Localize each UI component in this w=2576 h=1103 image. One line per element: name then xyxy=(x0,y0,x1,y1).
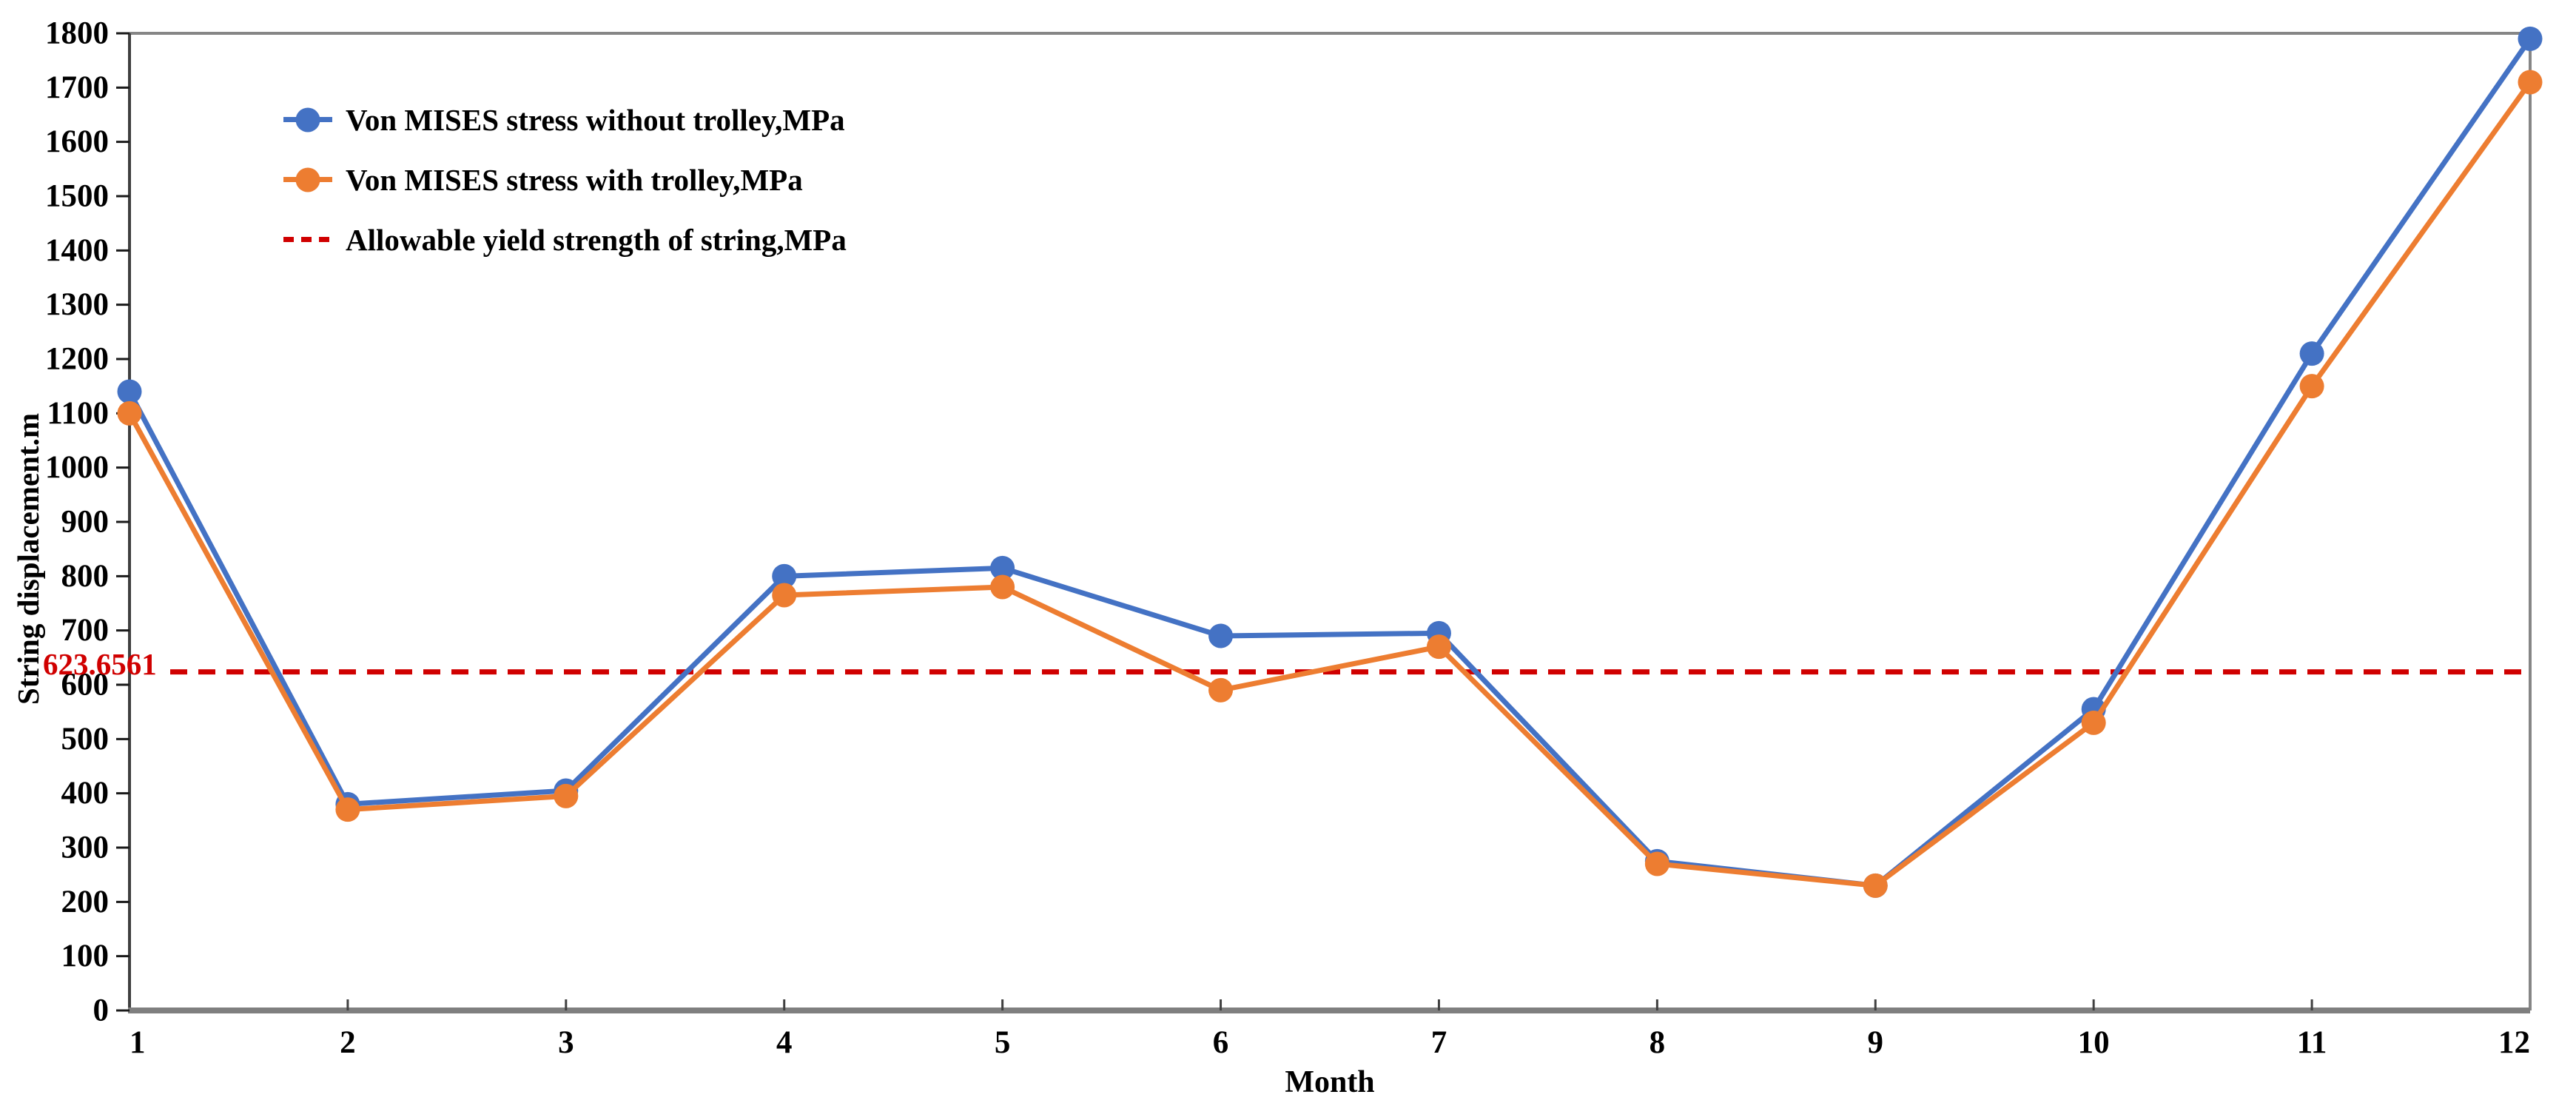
data-point-marker xyxy=(2081,710,2106,735)
data-point-marker xyxy=(2518,70,2543,95)
y-axis-tick-label: 1800 xyxy=(45,16,109,51)
x-axis-tick-label: 3 xyxy=(558,1025,574,1060)
threshold-value-label: 623.6561 xyxy=(43,647,157,681)
series-line-1 xyxy=(127,79,2533,888)
data-point-marker xyxy=(2299,341,2324,366)
y-axis-title: String displacement.m xyxy=(11,412,45,705)
y-axis-tick-label: 100 xyxy=(61,939,110,973)
data-point-marker xyxy=(117,379,142,404)
y-axis-tick-label: 300 xyxy=(61,831,110,865)
y-axis-tick-label: 500 xyxy=(61,722,110,757)
x-axis-tick-label: 2 xyxy=(340,1025,356,1060)
y-axis-tick-label: 0 xyxy=(93,993,110,1028)
y-axis-tick-label: 600 xyxy=(61,668,110,703)
y-axis-tick-label: 1100 xyxy=(47,396,109,431)
legend-item-without-trolley: Von MISES stress without trolley,MPa xyxy=(283,90,847,150)
data-point-marker xyxy=(117,400,142,426)
x-axis-tick-label: 7 xyxy=(1431,1025,1447,1060)
x-axis-tick-label: 10 xyxy=(2078,1025,2110,1060)
y-axis-tick-label: 1400 xyxy=(45,233,109,268)
y-axis-tick-label: 1500 xyxy=(45,179,109,214)
series-line-0 xyxy=(127,36,2533,888)
data-point-marker xyxy=(1644,851,1669,876)
y-axis-tick-label: 900 xyxy=(61,505,110,540)
x-axis-tick-label: 5 xyxy=(995,1025,1011,1060)
data-point-marker xyxy=(990,555,1015,580)
y-axis-tick-label: 1600 xyxy=(45,124,109,159)
x-axis-tick-label: 1 xyxy=(130,1025,146,1060)
x-axis-tick-label: 4 xyxy=(776,1025,793,1060)
y-axis-tick-label: 400 xyxy=(61,776,110,811)
x-axis-title: Month xyxy=(1285,1065,1375,1099)
data-point-marker xyxy=(1863,873,1888,898)
data-point-marker xyxy=(2299,374,2324,399)
y-axis-tick-label: 200 xyxy=(61,885,110,919)
y-axis-tick-label: 1700 xyxy=(45,70,109,105)
legend-item-with-trolley: Von MISES stress with trolley,MPa xyxy=(283,150,847,209)
data-point-marker xyxy=(1426,634,1451,660)
x-axis-tick-label: 6 xyxy=(1213,1025,1229,1060)
legend-label: Von MISES stress with trolley,MPa xyxy=(346,162,803,197)
data-point-marker xyxy=(335,797,360,822)
data-point-marker xyxy=(554,783,579,808)
x-axis-tick-label: 8 xyxy=(1649,1025,1666,1060)
line-marker-icon xyxy=(283,167,332,192)
line-marker-icon xyxy=(283,107,332,132)
y-axis-tick-label: 1000 xyxy=(45,450,109,485)
data-point-marker xyxy=(1208,677,1234,703)
x-axis-tick-label: 9 xyxy=(1868,1025,1884,1060)
data-point-marker xyxy=(1208,623,1234,648)
legend: Von MISES stress without trolley,MPa Von… xyxy=(283,90,847,269)
data-point-marker xyxy=(2518,26,2543,51)
x-axis-tick-label: 11 xyxy=(2297,1025,2327,1060)
circle-marker-icon xyxy=(295,167,320,192)
data-point-marker xyxy=(772,583,797,608)
x-axis-tick-label: 12 xyxy=(2498,1025,2530,1060)
y-axis-tick-label: 700 xyxy=(61,613,110,648)
dashed-line-marker-icon xyxy=(283,237,332,242)
data-point-marker xyxy=(772,563,797,589)
circle-marker-icon xyxy=(295,107,320,132)
y-axis-tick-label: 1200 xyxy=(45,342,109,377)
data-point-marker xyxy=(990,574,1015,600)
legend-label: Allowable yield strength of string,MPa xyxy=(346,222,847,257)
y-axis-tick-label: 800 xyxy=(61,559,110,594)
y-axis-tick-label: 1300 xyxy=(45,287,109,322)
legend-label: Von MISES stress without trolley,MPa xyxy=(346,102,845,137)
legend-item-threshold: Allowable yield strength of string,MPa xyxy=(283,209,847,269)
